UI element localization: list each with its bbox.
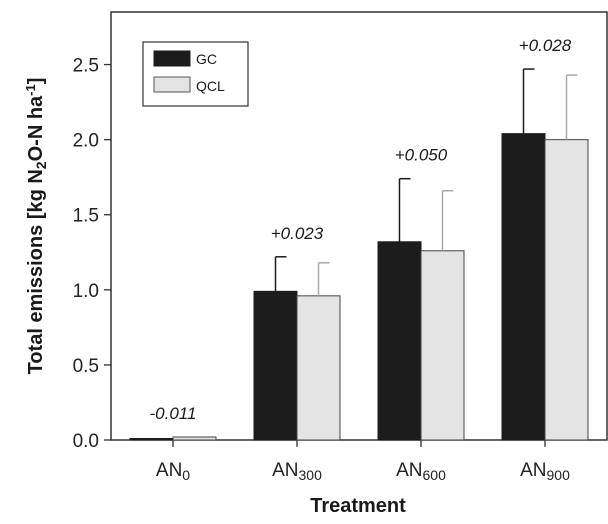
y-title-sup: -1 — [23, 84, 38, 96]
x-tick-label: AN0 — [156, 460, 190, 483]
x-axis: AN0 AN300 AN600 AN900 — [156, 440, 570, 483]
y-tick-label: 1.0 — [73, 281, 99, 302]
bar-qcl — [420, 250, 465, 441]
bar-gc — [253, 290, 298, 441]
legend-label-qcl: QCL — [196, 78, 225, 94]
y-tick-label: 0.5 — [73, 356, 99, 377]
difference-annotation: -0.011 — [150, 404, 197, 423]
legend-swatch-gc — [153, 50, 191, 67]
x-axis-title: Treatment — [310, 495, 406, 517]
y-tick-label: 1.5 — [73, 206, 99, 227]
y-title-pre: Total emissions [kg N — [25, 169, 47, 374]
legend-swatch-qcl — [153, 76, 191, 93]
bar-qcl — [172, 436, 217, 441]
bar-gc — [377, 241, 422, 441]
x-tick-label: AN900 — [520, 460, 570, 483]
x-tick-label-sub: 0 — [182, 467, 190, 483]
difference-annotation: +0.023 — [271, 224, 324, 243]
x-tick-label: AN600 — [396, 460, 446, 483]
y-tick-label: 2.0 — [73, 131, 99, 152]
y-tick-label: 0.0 — [73, 431, 99, 452]
x-tick-label-base: AN — [396, 460, 422, 481]
legend: GC QCL — [142, 41, 249, 107]
y-axis-title: Total emissions [kg N2O-N ha-1] — [23, 78, 50, 375]
bars-layer — [129, 68, 589, 441]
y-title-post: ] — [25, 78, 47, 85]
x-tick-label-base: AN — [156, 460, 182, 481]
x-tick-label-base: AN — [272, 460, 298, 481]
y-title-mid: O-N ha — [25, 95, 47, 161]
x-tick-label-sub: 300 — [299, 467, 323, 483]
y-axis: 0.0 0.5 1.0 1.5 2.0 2.5 — [73, 56, 111, 452]
bar-gc — [501, 133, 546, 441]
annotations-layer: -0.011 +0.023 +0.050 +0.028 — [150, 36, 572, 423]
difference-annotation: +0.028 — [519, 36, 572, 55]
x-tick-label: AN300 — [272, 460, 322, 483]
x-tick-label-sub: 900 — [547, 467, 571, 483]
y-title-sub: 2 — [33, 161, 49, 169]
legend-label-gc: GC — [196, 51, 217, 67]
bar-qcl — [544, 139, 589, 441]
bar-qcl — [296, 295, 341, 441]
x-tick-label-base: AN — [520, 460, 546, 481]
x-tick-label-sub: 600 — [423, 467, 447, 483]
y-tick-label: 2.5 — [73, 56, 99, 77]
plot-frame — [110, 11, 608, 441]
bar-gc — [129, 437, 174, 441]
difference-annotation: +0.050 — [395, 146, 448, 165]
